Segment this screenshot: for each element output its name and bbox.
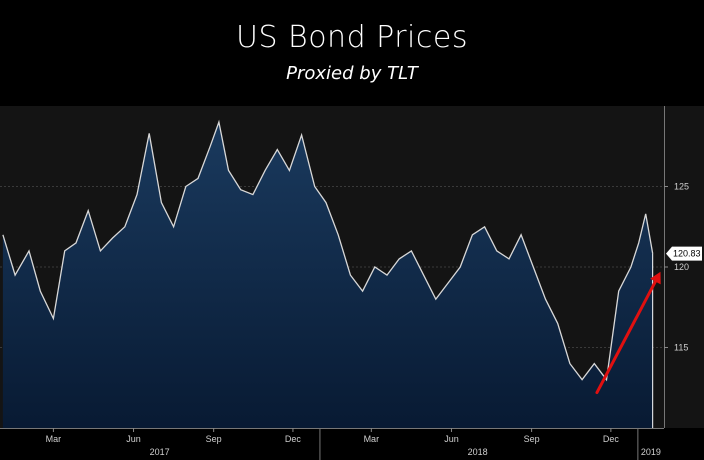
chart-title: US Bond Prices — [236, 20, 468, 55]
last-value-label: 120.83 — [666, 246, 702, 261]
y-axis: 115 120 125 — [664, 106, 689, 428]
x-tick-label: Dec — [285, 434, 302, 444]
x-year-label: 2018 — [468, 447, 488, 457]
x-tick-label: Mar — [46, 434, 62, 444]
trend-arrow — [595, 271, 661, 395]
x-tick-label: Sep — [524, 434, 540, 444]
last-value-text: 120.83 — [673, 249, 701, 259]
x-year-label: 2019 — [641, 447, 661, 457]
price-area — [2, 122, 653, 428]
y-tick-label: 120 — [674, 262, 689, 272]
price-line — [2, 119, 654, 382]
y-tick-label: 125 — [674, 182, 689, 192]
x-axis-band — [0, 428, 704, 460]
chart-subtitle: Proxied by TLT — [286, 63, 418, 84]
x-tick-label: Sep — [206, 434, 222, 444]
y-tick-label: 115 — [674, 343, 688, 353]
x-tick-label: Jun — [126, 434, 141, 444]
x-year-label: 2017 — [150, 447, 170, 457]
x-axis: Mar Jun Sep Dec Mar Jun Sep Dec 2017 2018 2019 — [0, 428, 704, 460]
x-tick-label: Mar — [364, 434, 380, 444]
x-tick-label: Dec — [603, 434, 620, 444]
x-tick-label: Jun — [444, 434, 459, 444]
